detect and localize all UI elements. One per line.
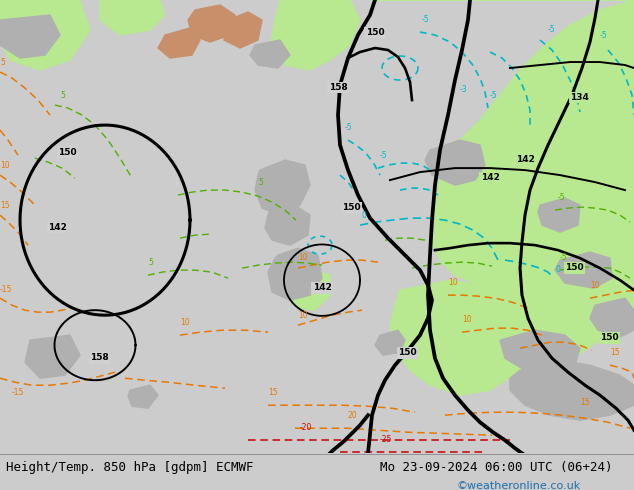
Text: -20: -20 [300,423,313,432]
Text: -5: -5 [490,91,498,100]
Text: 142: 142 [481,173,500,182]
Text: 10: 10 [298,311,307,320]
Text: 150: 150 [342,203,361,212]
Text: 150: 150 [58,148,77,157]
Text: 10: 10 [590,281,600,290]
Polygon shape [510,360,634,420]
Polygon shape [100,0,165,35]
Polygon shape [425,140,485,185]
Polygon shape [370,0,634,370]
Text: 150: 150 [565,263,584,272]
Polygon shape [0,15,60,58]
Text: -5: -5 [345,123,353,132]
Text: -5: -5 [380,151,387,160]
Text: 142: 142 [313,283,332,292]
Text: -5: -5 [600,31,607,40]
Polygon shape [430,155,634,300]
Text: 5: 5 [0,58,5,67]
Polygon shape [270,0,360,70]
Text: 5: 5 [60,91,65,100]
Polygon shape [250,40,290,68]
Polygon shape [590,298,634,338]
Polygon shape [375,330,405,355]
Text: 5: 5 [258,178,263,187]
Polygon shape [224,12,262,48]
Polygon shape [485,145,590,210]
Text: -5: -5 [548,25,555,34]
Text: 10: 10 [298,253,307,262]
Text: 134: 134 [570,93,589,102]
Text: Height/Temp. 850 hPa [gdpm] ECMWF: Height/Temp. 850 hPa [gdpm] ECMWF [6,461,254,474]
Polygon shape [500,330,580,372]
Polygon shape [390,280,545,395]
Text: 10: 10 [180,318,190,327]
Polygon shape [290,270,330,310]
Polygon shape [0,0,90,70]
Text: 10: 10 [0,161,10,170]
Text: -3: -3 [460,85,468,94]
Text: 158: 158 [328,83,347,92]
Text: 142: 142 [515,155,534,164]
Polygon shape [265,205,310,245]
Polygon shape [128,385,158,408]
Text: 20: 20 [348,411,358,420]
Text: 10: 10 [448,278,458,287]
Polygon shape [555,252,612,288]
Text: 15: 15 [610,348,619,357]
Text: 150: 150 [366,28,384,37]
Text: 0: 0 [555,265,560,274]
Polygon shape [25,335,80,378]
Text: 15: 15 [268,388,278,397]
Text: 150: 150 [398,348,417,357]
Text: -25: -25 [380,435,392,444]
Text: -15: -15 [0,285,13,294]
Text: 142: 142 [48,223,67,232]
Text: -5: -5 [422,15,430,24]
Text: 0: 0 [362,211,367,220]
Text: 15: 15 [580,398,590,407]
Polygon shape [158,28,200,58]
Text: -5: -5 [560,253,567,262]
Polygon shape [188,5,235,42]
Text: -15: -15 [12,388,24,397]
Text: ©weatheronline.co.uk: ©weatheronline.co.uk [456,481,581,490]
Text: 158: 158 [90,353,109,362]
Polygon shape [255,160,310,215]
Polygon shape [538,198,580,232]
Polygon shape [268,248,322,300]
Text: Mo 23-09-2024 06:00 UTC (06+24): Mo 23-09-2024 06:00 UTC (06+24) [380,461,613,474]
Text: 150: 150 [600,333,619,342]
Text: -5: -5 [558,193,566,202]
Text: 15: 15 [0,201,10,210]
Text: 10: 10 [462,315,472,324]
Text: 5: 5 [148,258,153,267]
